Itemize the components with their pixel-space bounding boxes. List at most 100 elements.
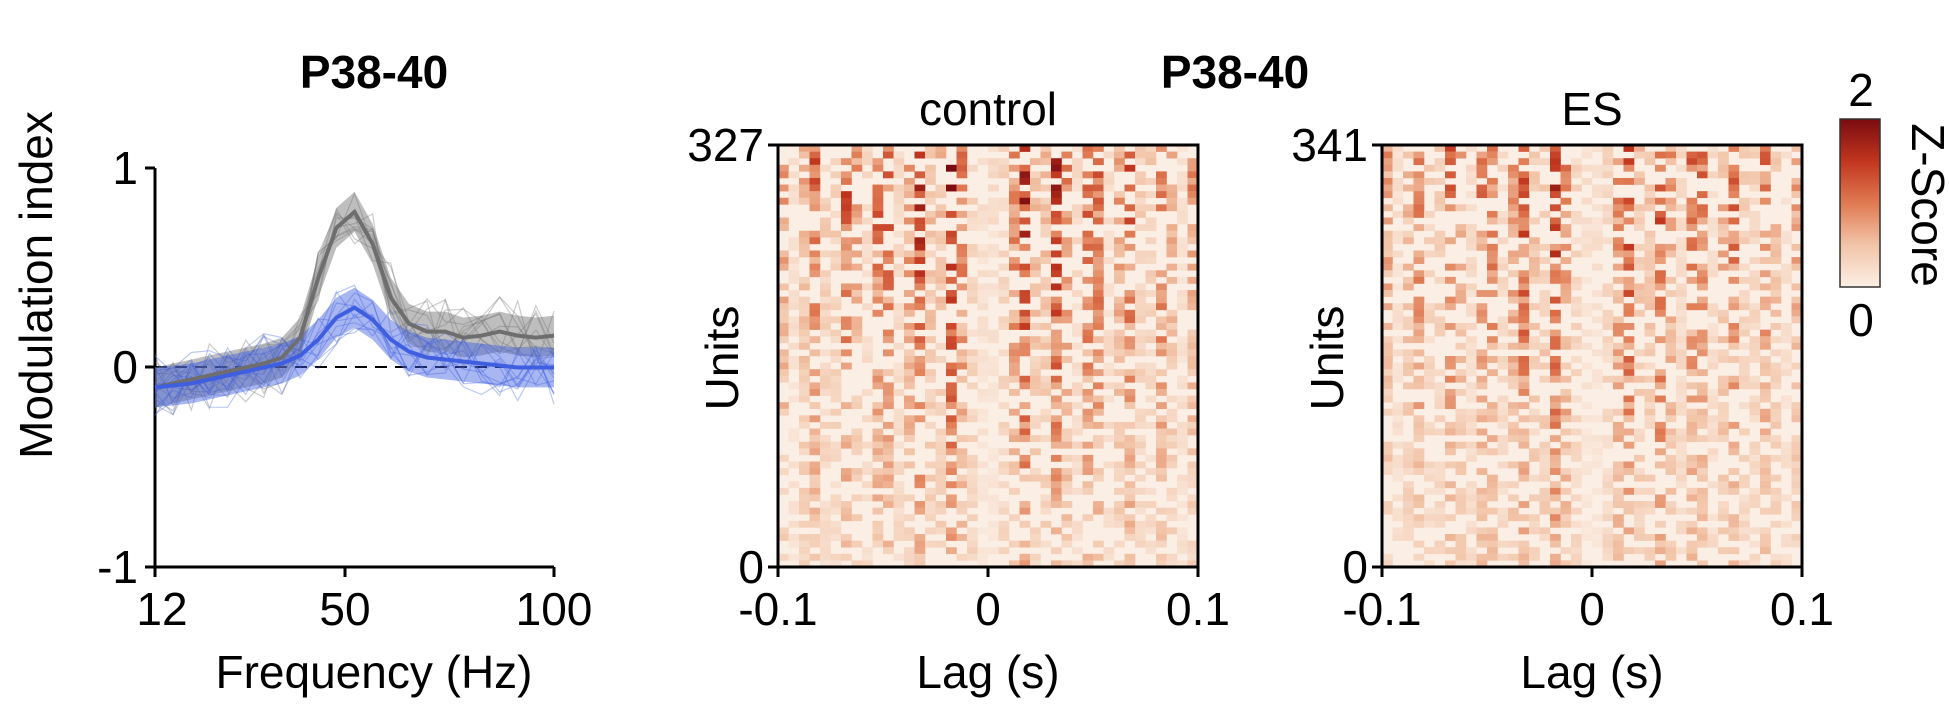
heatmap-cell xyxy=(1760,171,1771,179)
heatmap-cell xyxy=(1571,323,1582,330)
heatmap-cell xyxy=(841,191,852,199)
heatmap-cell xyxy=(1718,309,1729,317)
heatmap-cell xyxy=(1156,382,1167,390)
heatmap-cell xyxy=(862,481,873,489)
heatmap-cell xyxy=(1455,230,1467,238)
heatmap-cell xyxy=(1145,527,1157,535)
heatmap-cell xyxy=(1093,303,1104,311)
heatmap-cell xyxy=(1518,560,1530,568)
heatmap-cell xyxy=(1728,276,1740,284)
heatmap-cell xyxy=(1718,487,1729,495)
heatmap-cell xyxy=(1581,402,1593,410)
heatmap-cell xyxy=(1655,276,1666,284)
heatmap-cell xyxy=(1602,553,1614,561)
heatmap-cell xyxy=(1040,158,1052,166)
heatmap-cell xyxy=(799,468,810,475)
heatmap-cell xyxy=(1424,303,1435,311)
heatmap-cell xyxy=(1445,481,1456,489)
heatmap-cell xyxy=(1728,164,1740,172)
heatmap-cell xyxy=(1634,151,1645,159)
heatmap-cell xyxy=(1413,270,1425,278)
heatmap-cell xyxy=(967,243,978,251)
heatmap-cell xyxy=(1072,342,1083,350)
heatmap-cell xyxy=(1760,461,1771,469)
heatmap-cell xyxy=(1093,316,1104,324)
heatmap-cell xyxy=(1392,428,1404,436)
heatmap-cell xyxy=(1644,257,1656,264)
heatmap-cell xyxy=(1124,184,1136,192)
x-tick-label: -0.1 xyxy=(738,583,817,635)
heatmap-cell xyxy=(1156,177,1167,185)
heatmap-cell xyxy=(956,171,968,179)
heatmap-cell xyxy=(1602,323,1614,330)
heatmap-cell xyxy=(1434,461,1446,469)
heatmap-cell xyxy=(1392,303,1404,311)
heatmap-cell xyxy=(935,408,947,416)
heatmap-cell xyxy=(1749,349,1761,357)
heatmap-cell xyxy=(851,514,863,522)
heatmap-cell xyxy=(1476,408,1488,416)
heatmap-cell xyxy=(1634,534,1645,541)
heatmap-cell xyxy=(1697,191,1708,199)
heatmap-cell xyxy=(1676,204,1687,212)
heatmap-cell xyxy=(841,243,852,251)
heatmap-cell xyxy=(1634,501,1645,508)
heatmap-cell xyxy=(935,474,947,482)
heatmap-cell xyxy=(904,204,915,212)
heatmap-cell xyxy=(1051,158,1062,166)
heatmap-cell xyxy=(1445,184,1456,192)
heatmap-cell xyxy=(977,553,989,561)
heatmap-cell xyxy=(883,421,894,429)
heatmap-cell xyxy=(1550,540,1561,548)
heatmap-cell xyxy=(1602,540,1614,548)
heatmap-cell xyxy=(1770,237,1782,245)
heatmap-cell xyxy=(1103,230,1115,238)
heatmap-cell xyxy=(1644,303,1656,311)
heatmap-cell xyxy=(1634,547,1645,555)
heatmap-cell xyxy=(1497,448,1509,456)
heatmap-cell xyxy=(799,250,810,258)
heatmap-cell xyxy=(799,164,810,172)
heatmap-cell xyxy=(1487,487,1498,495)
heatmap-cell xyxy=(1455,540,1467,548)
heatmap-cell xyxy=(1187,303,1199,311)
heatmap-cell xyxy=(778,468,789,475)
heatmap-cell xyxy=(1135,441,1146,449)
heatmap-cell xyxy=(946,501,957,508)
heatmap-cell xyxy=(1539,441,1551,449)
heatmap-cell xyxy=(1445,534,1456,541)
heatmap-cell xyxy=(1114,164,1125,172)
heatmap-cell xyxy=(904,534,915,541)
heatmap-cell xyxy=(1166,230,1178,238)
heatmap-cell xyxy=(1030,323,1041,330)
heatmap-cell xyxy=(862,158,873,166)
heatmap-cell xyxy=(1145,408,1157,416)
heatmap-cell xyxy=(1518,382,1530,390)
heatmap-cell xyxy=(872,435,884,443)
heatmap-cell xyxy=(1770,362,1782,370)
heatmap-cell xyxy=(1529,474,1540,482)
heatmap-cell xyxy=(872,441,884,449)
heatmap-cell xyxy=(1040,540,1052,548)
heatmap-cell xyxy=(1518,342,1530,350)
heatmap-cell xyxy=(1770,309,1782,317)
heatmap-cell xyxy=(967,408,978,416)
heatmap-cell xyxy=(872,283,884,291)
heatmap-cell xyxy=(893,362,905,370)
heatmap-cell xyxy=(1166,191,1178,199)
heatmap-cell xyxy=(1177,197,1188,205)
heatmap-cell xyxy=(862,461,873,469)
heatmap-cell xyxy=(1592,316,1603,324)
heatmap-cell xyxy=(809,263,821,271)
heatmap-cell xyxy=(1613,296,1624,304)
heatmap-cell xyxy=(1114,435,1125,443)
heatmap-cell xyxy=(872,454,884,462)
heatmap-cell xyxy=(1434,158,1446,166)
heatmap-cell xyxy=(998,296,1010,304)
heatmap-cell xyxy=(946,461,957,469)
heatmap-cell xyxy=(977,369,989,377)
heatmap-cell xyxy=(1539,290,1551,297)
heatmap-cell xyxy=(1382,375,1393,383)
heatmap-cell xyxy=(799,388,810,396)
heatmap-cell xyxy=(1476,507,1488,515)
